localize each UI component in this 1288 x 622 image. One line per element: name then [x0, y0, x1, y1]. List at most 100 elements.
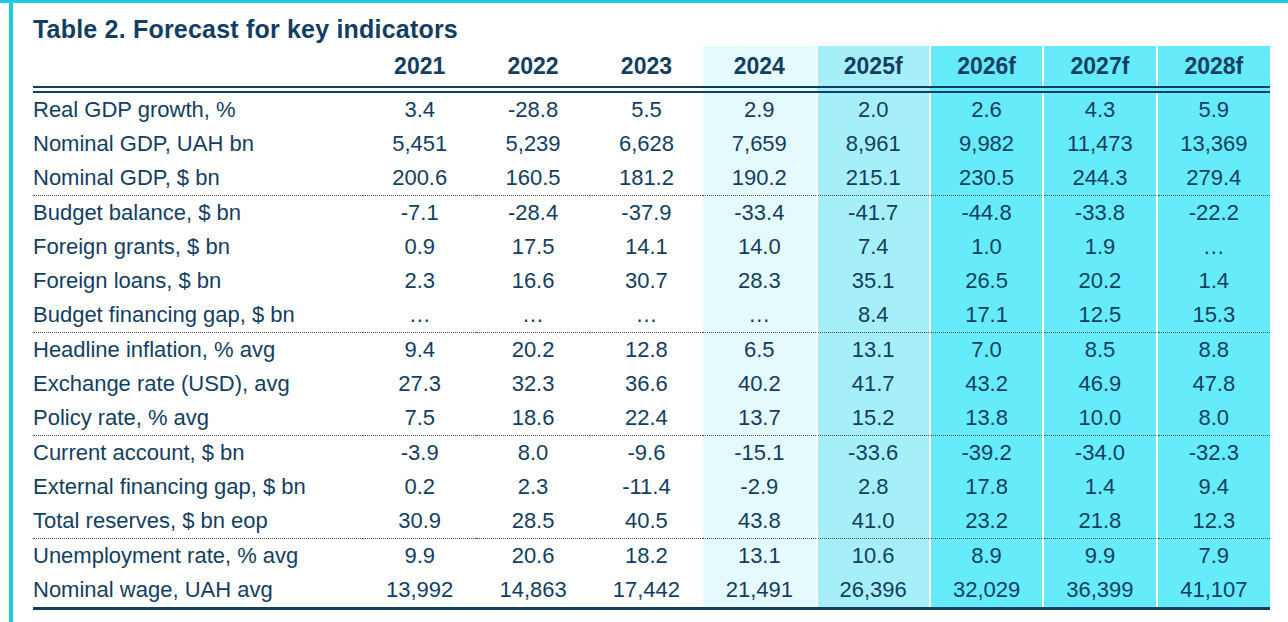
- row-label: External financing gap, $ bn: [33, 470, 363, 504]
- table-row: Total reserves, $ bn eop30.928.540.543.8…: [33, 504, 1270, 539]
- value-cell: 8.8: [1157, 333, 1270, 368]
- value-cell: 14.1: [590, 230, 703, 264]
- value-cell: -44.8: [930, 196, 1043, 231]
- value-cell: 2.6: [930, 90, 1043, 128]
- value-cell: 43.2: [930, 367, 1043, 401]
- table-row: Current account, $ bn-3.98.0-9.6-15.1-33…: [33, 436, 1270, 471]
- value-cell: 8.9: [930, 539, 1043, 574]
- table-row: Unemployment rate, % avg9.920.618.213.11…: [33, 539, 1270, 574]
- value-cell: 7.4: [817, 230, 930, 264]
- value-cell: 230.5: [930, 161, 1043, 196]
- value-cell: -2.9: [703, 470, 816, 504]
- value-cell: 21,491: [703, 573, 816, 609]
- value-cell: 1.0: [930, 230, 1043, 264]
- value-cell: -33.6: [817, 436, 930, 471]
- value-cell: -28.4: [476, 196, 589, 231]
- value-cell: -3.9: [363, 436, 476, 471]
- table-row: External financing gap, $ bn0.22.3-11.4-…: [33, 470, 1270, 504]
- value-cell: 12.3: [1157, 504, 1270, 539]
- row-label: Real GDP growth, %: [33, 90, 363, 128]
- value-cell: 41.0: [817, 504, 930, 539]
- value-cell: 35.1: [817, 264, 930, 298]
- value-cell: 7.5: [363, 401, 476, 436]
- value-cell: 13,992: [363, 573, 476, 609]
- value-cell: 36,399: [1043, 573, 1156, 609]
- value-cell: 279.4: [1157, 161, 1270, 196]
- value-cell: 13.1: [703, 539, 816, 574]
- value-cell: 28.3: [703, 264, 816, 298]
- value-cell: 26,396: [817, 573, 930, 609]
- value-cell: 18.6: [476, 401, 589, 436]
- row-label: Budget balance, $ bn: [33, 196, 363, 231]
- value-cell: 8.4: [817, 298, 930, 333]
- value-cell: 1.9: [1043, 230, 1156, 264]
- table-row: Nominal GDP, UAH bn5,4515,2396,6287,6598…: [33, 127, 1270, 161]
- value-cell: 0.9: [363, 230, 476, 264]
- value-cell: -37.9: [590, 196, 703, 231]
- value-cell: 5,451: [363, 127, 476, 161]
- value-cell: …: [1157, 230, 1270, 264]
- value-cell: 7.9: [1157, 539, 1270, 574]
- value-cell: 9.9: [363, 539, 476, 574]
- value-cell: 22.4: [590, 401, 703, 436]
- value-cell: …: [590, 298, 703, 333]
- row-label: Nominal wage, UAH avg: [33, 573, 363, 609]
- value-cell: 20.2: [476, 333, 589, 368]
- value-cell: 5.5: [590, 90, 703, 128]
- year-header-2025f: 2025f: [817, 46, 930, 90]
- value-cell: 200.6: [363, 161, 476, 196]
- value-cell: 9.4: [363, 333, 476, 368]
- value-cell: 6.5: [703, 333, 816, 368]
- year-header-2028f: 2028f: [1157, 46, 1270, 90]
- value-cell: 2.3: [363, 264, 476, 298]
- row-label: Nominal GDP, $ bn: [33, 161, 363, 196]
- value-cell: 215.1: [817, 161, 930, 196]
- value-cell: 160.5: [476, 161, 589, 196]
- value-cell: 13.7: [703, 401, 816, 436]
- value-cell: 1.4: [1157, 264, 1270, 298]
- value-cell: 2.9: [703, 90, 816, 128]
- row-label: Foreign grants, $ bn: [33, 230, 363, 264]
- row-label: Budget financing gap, $ bn: [33, 298, 363, 333]
- value-cell: 17.8: [930, 470, 1043, 504]
- year-header-2022: 2022: [476, 46, 589, 90]
- table-row: Headline inflation, % avg9.420.212.86.51…: [33, 333, 1270, 368]
- value-cell: 9.9: [1043, 539, 1156, 574]
- value-cell: …: [476, 298, 589, 333]
- value-cell: 30.7: [590, 264, 703, 298]
- value-cell: 32,029: [930, 573, 1043, 609]
- value-cell: -22.2: [1157, 196, 1270, 231]
- table-row: Policy rate, % avg7.518.622.413.715.213.…: [33, 401, 1270, 436]
- value-cell: -9.6: [590, 436, 703, 471]
- value-cell: 20.6: [476, 539, 589, 574]
- value-cell: 181.2: [590, 161, 703, 196]
- row-label: Unemployment rate, % avg: [33, 539, 363, 574]
- forecast-table: 20212022202320242025f2026f2027f2028f Rea…: [33, 46, 1270, 610]
- value-cell: 4.3: [1043, 90, 1156, 128]
- year-header-2027f: 2027f: [1043, 46, 1156, 90]
- value-cell: 17,442: [590, 573, 703, 609]
- value-cell: 14,863: [476, 573, 589, 609]
- table-row: Nominal wage, UAH avg13,99214,86317,4422…: [33, 573, 1270, 609]
- row-label: Headline inflation, % avg: [33, 333, 363, 368]
- forecast-table-section: Table 2. Forecast for key indicators 202…: [33, 14, 1273, 610]
- value-cell: -28.8: [476, 90, 589, 128]
- value-cell: 2.0: [817, 90, 930, 128]
- value-cell: 13,369: [1157, 127, 1270, 161]
- table-row: Real GDP growth, %3.4-28.85.52.92.02.64.…: [33, 90, 1270, 128]
- value-cell: 13.8: [930, 401, 1043, 436]
- value-cell: 27.3: [363, 367, 476, 401]
- row-label: Nominal GDP, UAH bn: [33, 127, 363, 161]
- value-cell: 17.5: [476, 230, 589, 264]
- value-cell: 26.5: [930, 264, 1043, 298]
- table-title: Table 2. Forecast for key indicators: [33, 14, 1273, 44]
- value-cell: 40.2: [703, 367, 816, 401]
- corner-header: [33, 46, 363, 90]
- value-cell: 1.4: [1043, 470, 1156, 504]
- value-cell: -33.8: [1043, 196, 1156, 231]
- value-cell: -32.3: [1157, 436, 1270, 471]
- value-cell: 12.8: [590, 333, 703, 368]
- page-top-accent-line: [0, 0, 1288, 3]
- value-cell: -39.2: [930, 436, 1043, 471]
- value-cell: 16.6: [476, 264, 589, 298]
